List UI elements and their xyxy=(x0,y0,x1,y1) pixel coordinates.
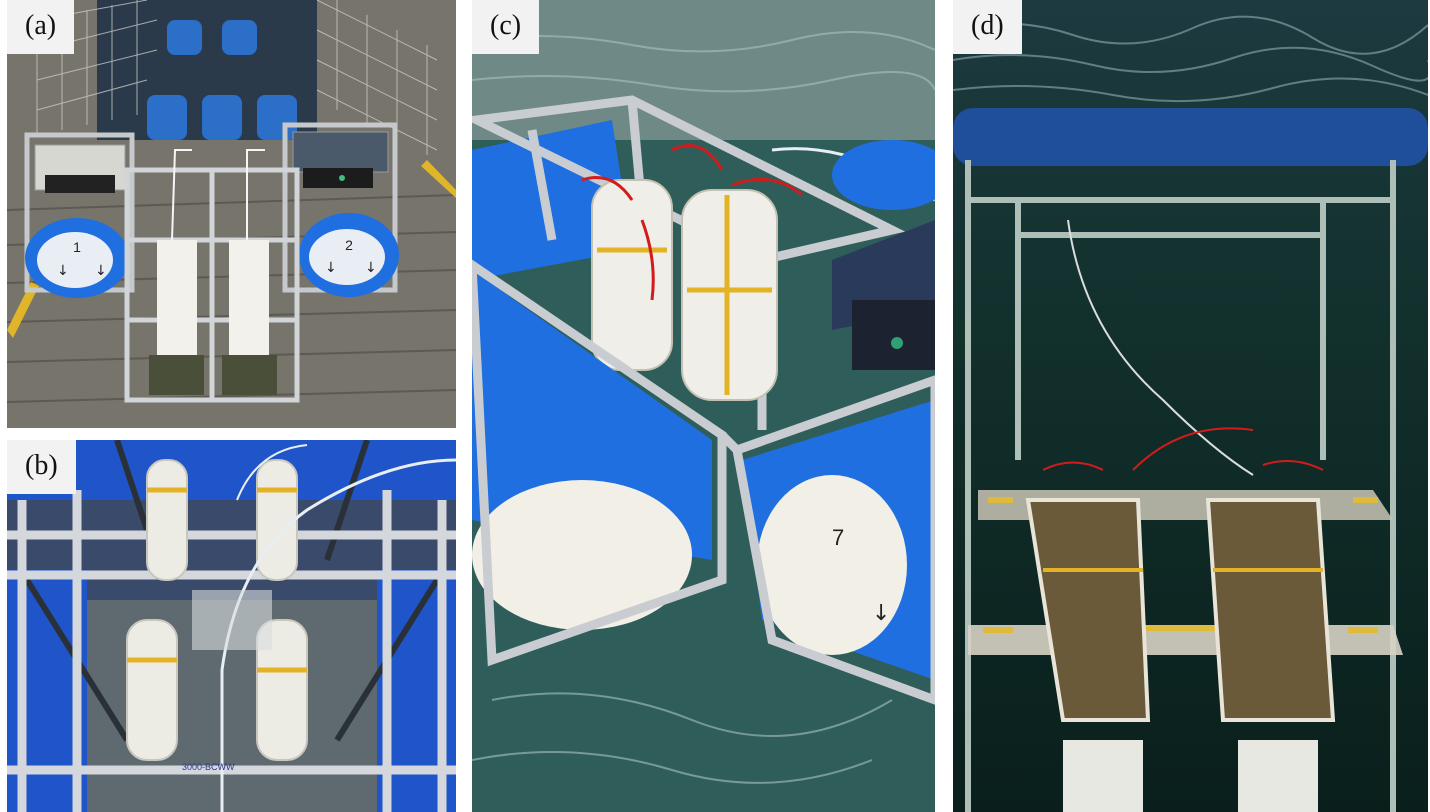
panel-b-photo: 3000-BCWW (b) xyxy=(7,440,456,812)
panel-a-photo: 1 ↓ ↓ 2 ↓ ↓ (a) xyxy=(7,0,456,428)
panel-d-photo: (d) xyxy=(953,0,1428,812)
svg-text:↓: ↓ xyxy=(57,263,69,279)
panel-d-label: (d) xyxy=(953,0,1022,54)
panel-b-label: (b) xyxy=(7,440,76,494)
pier-deck-scene: 1 ↓ ↓ 2 ↓ ↓ xyxy=(7,0,456,428)
svg-text:↓: ↓ xyxy=(872,601,890,626)
top-down-cage-scene: 3000-BCWW xyxy=(7,440,456,812)
float-right-number: 2 xyxy=(345,237,353,253)
panel-c-label: (c) xyxy=(472,0,540,54)
svg-text:↓: ↓ xyxy=(365,260,377,276)
surface-float-scene: 7 ↓ xyxy=(472,0,935,812)
frame-marking-text: 3000-BCWW xyxy=(182,762,235,772)
panel-c-photo: 7 ↓ (c) xyxy=(472,0,935,812)
svg-text:↓: ↓ xyxy=(325,260,337,276)
svg-text:↓: ↓ xyxy=(95,263,107,279)
float-left-number: 1 xyxy=(73,239,81,255)
panel-a-label: (a) xyxy=(7,0,75,54)
underwater-scene xyxy=(953,0,1428,812)
float-number: 7 xyxy=(832,525,844,550)
